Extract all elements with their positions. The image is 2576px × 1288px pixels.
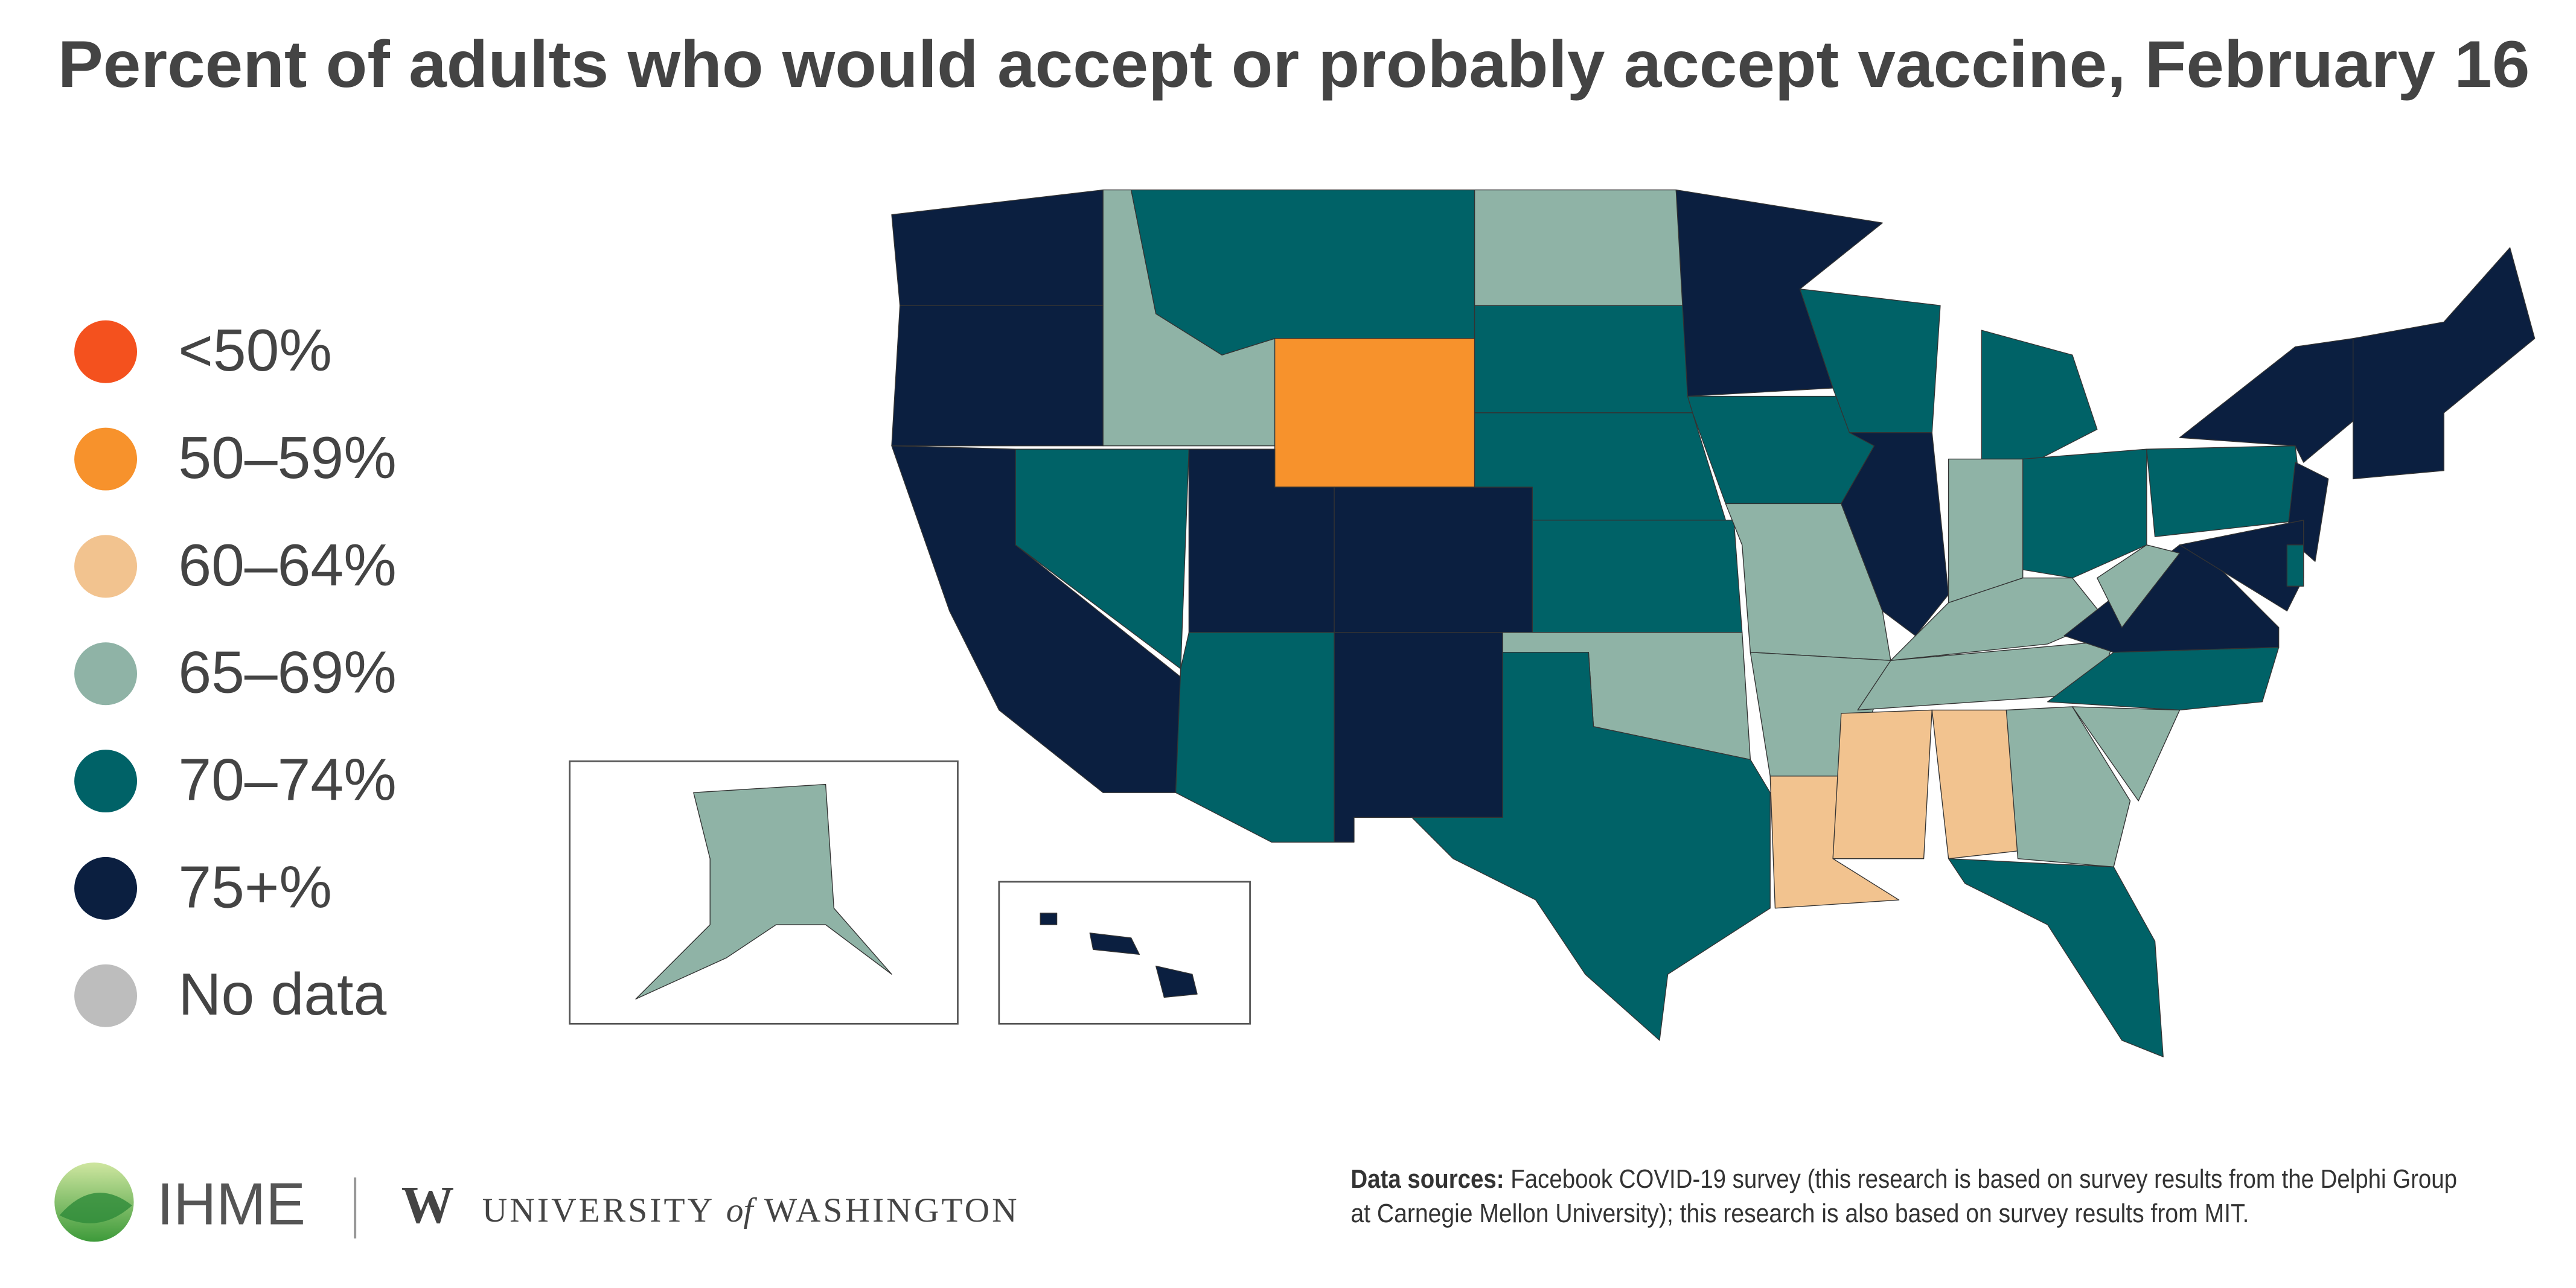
region (2286, 544, 2304, 587)
hawaii-inset-frame (998, 881, 1251, 1025)
ihme-text: IHME (157, 1171, 305, 1237)
ihme-logo-leaf (59, 1193, 132, 1223)
region (891, 189, 1104, 306)
region (1089, 933, 1140, 955)
legend-label: 75+% (178, 853, 332, 920)
map (635, 189, 2536, 1057)
region (1040, 913, 1058, 925)
region (635, 783, 892, 999)
legend-label: 50–59% (178, 424, 396, 491)
legend-swatch (74, 535, 138, 598)
region (1274, 338, 1475, 488)
legend-swatch (74, 320, 138, 383)
legend-swatch (74, 427, 138, 491)
legend-swatch (74, 964, 138, 1027)
region (1981, 330, 2098, 460)
region (1474, 189, 1689, 306)
chart-title: Percent of adults who would accept or pr… (58, 28, 2530, 101)
legend: <50% 50–59% 60–64% 65–69% 70–74% 75+% No data (74, 317, 397, 1027)
region (2353, 247, 2536, 480)
university-word: UNIVERSITY (482, 1191, 715, 1229)
sources-line: Data sources: Facebook COVID-19 survey (… (1350, 1164, 2457, 1194)
region (2047, 646, 2280, 711)
region (2006, 706, 2131, 868)
sources-label: Data sources: (1350, 1164, 1504, 1194)
region (1411, 651, 1771, 1041)
legend-label: 70–74% (178, 747, 396, 813)
region (2146, 445, 2304, 537)
region (1175, 632, 1335, 843)
legend-swatch (74, 856, 138, 920)
region (2097, 544, 2181, 628)
university-word: WASHINGTON (764, 1191, 1020, 1229)
region (1890, 577, 2106, 662)
university-word: of (726, 1191, 758, 1229)
region (2179, 338, 2354, 463)
region (1841, 432, 1949, 637)
region (1948, 858, 2164, 1057)
footer: IHME W UNIVERSITY of WASHINGTON Data sou… (54, 1162, 2457, 1242)
sources-line: at Carnegie Mellon University); this res… (1350, 1199, 2249, 1228)
region (891, 305, 1104, 447)
region (1832, 709, 1932, 859)
legend-label: 60–64% (178, 532, 396, 598)
region (1532, 520, 1743, 633)
alaska-inset-frame (569, 760, 959, 1025)
legend-label: <50% (178, 317, 332, 383)
region (2022, 448, 2147, 579)
region (1155, 965, 1198, 998)
region (1334, 632, 1503, 843)
legend-label: No data (178, 961, 386, 1027)
region (1130, 189, 1475, 355)
legend-swatch (74, 642, 138, 706)
uw-mark: W (401, 1175, 455, 1234)
university-name: UNIVERSITY of WASHINGTON (482, 1191, 1020, 1229)
sources-text: Facebook COVID-19 survey (this research … (1510, 1164, 2457, 1194)
region (1948, 458, 2024, 604)
legend-label: 65–69% (178, 639, 396, 706)
region (1334, 486, 1533, 633)
region (1474, 305, 1693, 413)
region (2072, 706, 2181, 802)
legend-swatch (74, 750, 138, 813)
